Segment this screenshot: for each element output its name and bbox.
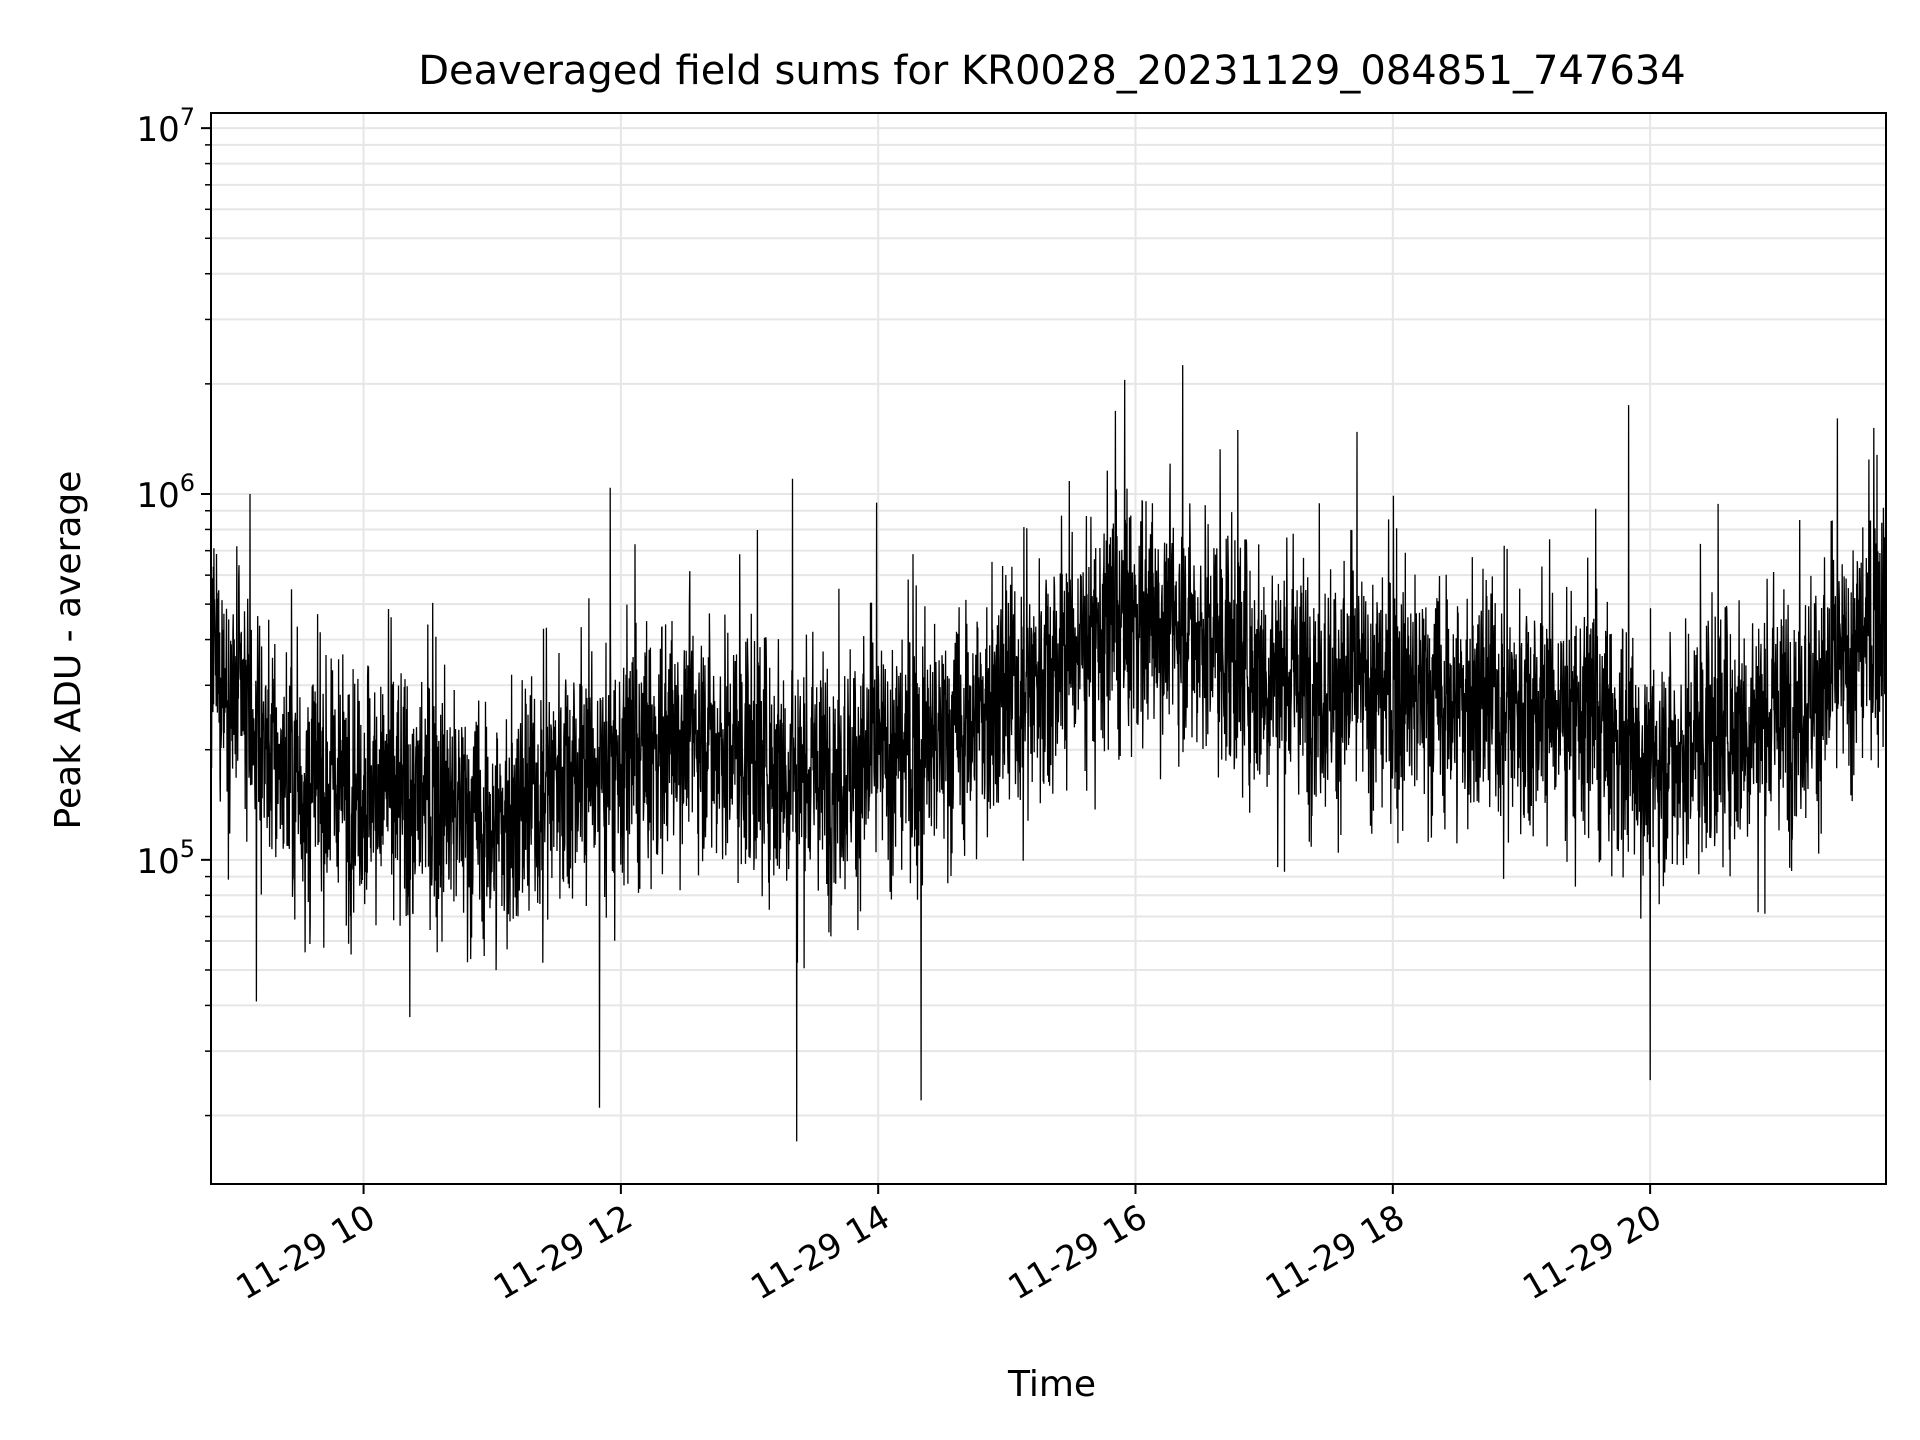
chart-title: Deaveraged field sums for KR0028_2023112… <box>418 48 1686 94</box>
data-series <box>210 153 1887 1142</box>
y-tick-label: 107 <box>136 103 195 150</box>
y-tick-label: 106 <box>136 469 195 516</box>
series-line <box>210 153 1887 1142</box>
y-axis-label: Peak ADU - average <box>48 471 89 830</box>
plot-area-frame <box>210 112 1887 1185</box>
y-tick-label: 105 <box>136 835 195 882</box>
y-axis-ticks: 105 106 107 <box>136 103 211 1117</box>
x-axis-label: Time <box>1007 1364 1096 1405</box>
